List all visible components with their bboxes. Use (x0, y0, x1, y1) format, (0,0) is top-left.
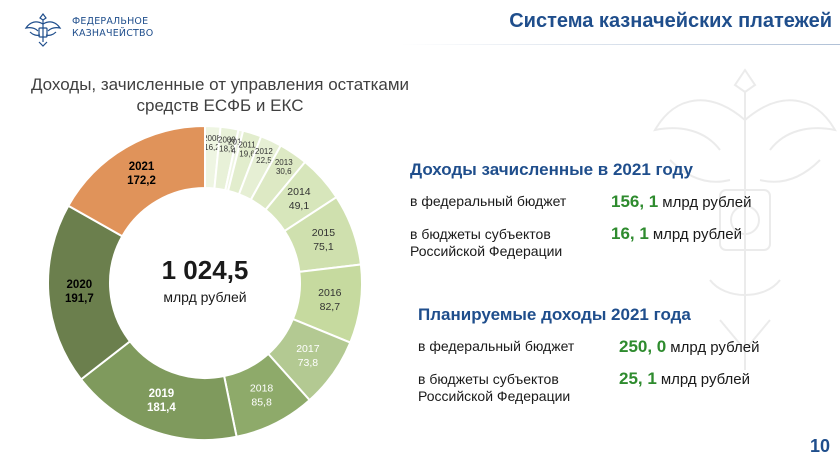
slice-year-label: 2021 (129, 161, 155, 173)
slice-year-label: 2020 (67, 279, 93, 291)
header-divider (400, 44, 840, 45)
page-number: 10 (809, 436, 830, 456)
slice-value-label: 49,1 (289, 200, 310, 212)
slide-header: ФЕДЕРАЛЬНОЕ КАЗНАЧЕЙСТВО Система казначе… (0, 0, 840, 58)
slice-value-label: 22,5 (256, 156, 272, 165)
slice-year-label: 2014 (287, 186, 311, 198)
slice-year-label: 2015 (312, 227, 336, 239)
row-value-federal-received: 156, 1 млрд рублей (611, 192, 751, 212)
row-label-federal-received: в федеральный бюджет (410, 193, 567, 209)
row-value-regions-received: 16, 1 млрд рублей (611, 224, 742, 244)
slice-value-label: 172,2 (127, 175, 156, 187)
slice-value-label: 85,8 (251, 397, 272, 409)
slice-year-label: 2008 (203, 134, 221, 143)
row-label-federal-planned: в федеральный бюджет (418, 338, 575, 354)
slice-value-label: 18,9 (219, 145, 235, 154)
section-heading-planned: Планируемые доходы 2021 года (418, 305, 691, 324)
slice-value-label: 75,1 (313, 241, 334, 253)
slice-year-label: 2011 (238, 140, 256, 149)
value-number: 156, 1 (611, 192, 659, 211)
slice-value-label: 82,7 (320, 301, 341, 313)
value-number: 25, 1 (619, 369, 657, 388)
slice-year-label: 2016 (318, 287, 342, 299)
value-unit: млрд рублей (652, 226, 743, 243)
slice-value-label: 191,7 (65, 293, 94, 305)
value-number: 250, 0 (619, 337, 667, 356)
total-unit: млрд рублей (163, 289, 247, 305)
section-heading-received: Доходы зачисленные в 2021 году (410, 160, 693, 179)
slice-value-label: 30,6 (276, 167, 292, 176)
value-unit: млрд рублей (670, 339, 760, 356)
slice-year-label: 2018 (250, 383, 274, 395)
slice-year-label: 2019 (149, 388, 175, 400)
slice-year-label: 2012 (255, 147, 273, 156)
slice-value-label: 16,2 (204, 143, 220, 152)
slice-value-label: 19,6 (239, 149, 255, 158)
value-number: 16, 1 (611, 224, 649, 243)
slice-value-label: 73,8 (298, 357, 319, 369)
row-value-regions-planned: 25, 1 млрд рублей (619, 369, 750, 389)
value-unit: млрд рублей (662, 194, 752, 211)
value-unit: млрд рублей (660, 371, 751, 388)
treasury-emblem-icon (24, 13, 62, 47)
row-label-regions-planned: в бюджеты субъектов Российской Федерации (418, 371, 571, 404)
total-value: 1 024,5 (161, 255, 249, 285)
slide-title: Система казначейских платежей (509, 10, 832, 32)
slice-year-label: 2010 (228, 138, 246, 147)
slice-year-label: 2009 (218, 136, 236, 145)
org-name: ФЕДЕРАЛЬНОЕ КАЗНАЧЕЙСТВО (72, 16, 154, 39)
chart-title: Доходы, зачисленные от управления остатк… (30, 75, 410, 115)
slice-year-label: 2013 (275, 158, 293, 167)
row-value-federal-planned: 250, 0 млрд рублей (619, 337, 759, 357)
slice-year-label: 2017 (296, 343, 320, 355)
row-label-regions-received: в бюджеты субъектов Российской Федерации (410, 226, 563, 259)
slice-value-label: 181,4 (147, 402, 176, 414)
eagle-watermark-icon (653, 68, 837, 370)
donut-slice-2021 (66, 124, 206, 238)
